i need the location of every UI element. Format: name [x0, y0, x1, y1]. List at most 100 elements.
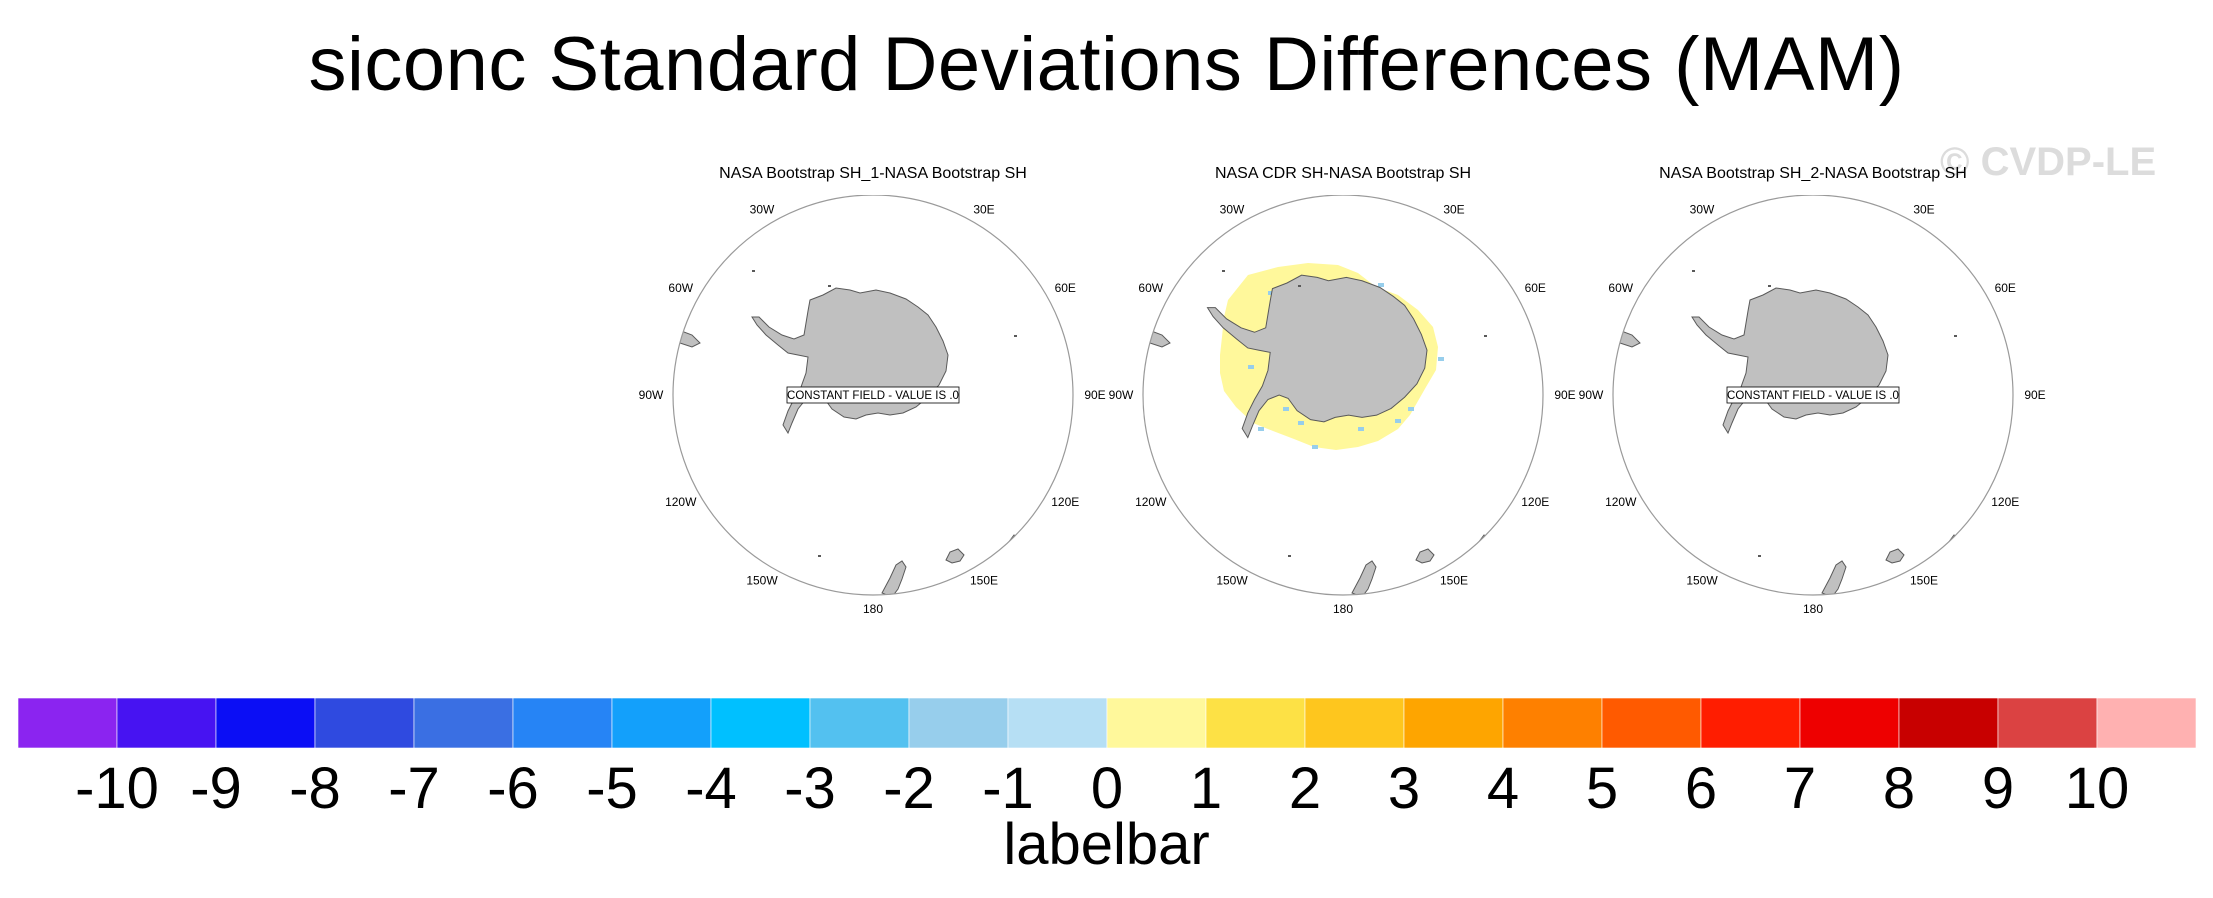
longitude-label: 180	[1803, 602, 1823, 616]
longitude-label: 150W	[1216, 573, 1248, 587]
labelbar-swatch	[413, 697, 514, 749]
chart-title: siconc Standard Deviations Differences (…	[308, 22, 1905, 107]
longitude-label: 30W	[1690, 203, 1715, 217]
constant-field-note: CONSTANT FIELD - VALUE IS .0	[787, 390, 959, 402]
longitude-label: 120E	[1521, 495, 1549, 509]
labelbar-swatch	[710, 697, 811, 749]
labelbar-tick: -9	[190, 756, 242, 820]
longitude-label: 60W	[1138, 281, 1163, 295]
longitude-label: 120E	[1051, 495, 1079, 509]
longitude-label: 120W	[1605, 495, 1637, 509]
longitude-label: 120W	[665, 495, 697, 509]
constant-field-note: CONSTANT FIELD - VALUE IS .0	[1727, 390, 1899, 402]
island	[1758, 555, 1761, 557]
labelbar-swatch	[1601, 697, 1702, 749]
labelbar-tick: 1	[1190, 756, 1222, 820]
map-boundary	[1612, 195, 2014, 596]
anomaly-cell	[1248, 365, 1254, 369]
longitude-label: 60W	[1608, 281, 1633, 295]
longitude-label: 60E	[1995, 281, 2016, 295]
island	[1014, 335, 1017, 337]
island	[828, 285, 831, 287]
longitude-label: 180	[863, 602, 883, 616]
labelbar-tick: 0	[1091, 756, 1123, 820]
longitude-label: 90W	[639, 388, 664, 402]
anomaly-cell	[1298, 421, 1304, 425]
longitude-label: 30E	[1913, 203, 1934, 217]
labelbar-tick: -1	[982, 756, 1034, 820]
constant-field-box	[1726, 386, 1900, 404]
land-mass	[1613, 309, 1641, 350]
labelbar-tick: 5	[1586, 756, 1618, 820]
labelbar-swatch	[1502, 697, 1603, 749]
labelbar-tick: -8	[289, 756, 341, 820]
labelbar: -10 -9 -8 -7 -6 -5 -4 -3 -2 -1 0 1 2 3 4 5 6 7 8 9 10	[17, 697, 2197, 820]
anomaly-cell	[1358, 427, 1364, 431]
panel-title: NASA Bootstrap SH_1-NASA Bootstrap SH	[719, 165, 1027, 182]
labelbar-tick: -2	[883, 756, 935, 820]
longitude-label: 30E	[973, 203, 994, 217]
anomaly-cell	[1283, 407, 1289, 411]
map-panel-3: NASA Bootstrap SH_2-NASA Bootstrap SH 03…	[1578, 155, 2048, 635]
longitude-label: 60E	[1055, 281, 1076, 295]
labelbar-tick: 9	[1982, 756, 2014, 820]
polar-map: 030E60E90E120E150E180150W120W90W60W30W	[1109, 195, 1576, 616]
longitude-label: 150E	[1440, 573, 1468, 587]
labelbar-tick: -6	[487, 756, 539, 820]
map-panel-2: NASA CDR SH-NASA Bootstrap SH 030E60E90E…	[1108, 155, 1578, 635]
longitude-label: 60E	[1525, 281, 1546, 295]
labelbar-tick: 3	[1388, 756, 1420, 820]
land-mass	[1885, 548, 1905, 564]
labelbar-swatch	[1106, 697, 1207, 749]
longitude-label: 90W	[1579, 388, 1604, 402]
labelbar-swatch	[116, 697, 217, 749]
anomaly-cell	[1438, 357, 1444, 361]
anomaly-cell	[1312, 445, 1318, 449]
map-panel-1: NASA Bootstrap SH_1-NASA Bootstrap SH 03…	[638, 155, 1108, 635]
longitude-label: 150E	[970, 573, 998, 587]
island	[752, 270, 755, 272]
labelbar-tick: 2	[1289, 756, 1321, 820]
island	[1288, 555, 1291, 557]
map-boundary	[1142, 195, 1544, 596]
longitude-label: 90E	[1084, 388, 1105, 402]
longitude-label: 150W	[1686, 573, 1718, 587]
island	[1692, 270, 1695, 272]
labelbar-swatch	[1898, 697, 1999, 749]
labelbar-tick: -7	[388, 756, 440, 820]
panel-title: NASA Bootstrap SH_2-NASA Bootstrap SH	[1659, 165, 1967, 182]
longitude-label: 30W	[750, 203, 775, 217]
longitude-label: 180	[1333, 602, 1353, 616]
labelbar-swatch	[809, 697, 910, 749]
anomaly-cell	[1258, 427, 1264, 431]
labelbar-tick: -4	[685, 756, 737, 820]
labelbar-tick: -5	[586, 756, 638, 820]
labelbar-tick: -3	[784, 756, 836, 820]
labelbar-swatch	[215, 697, 316, 749]
island	[818, 555, 821, 557]
longitude-label: 60W	[668, 281, 693, 295]
longitude-label: 30W	[1220, 203, 1245, 217]
labelbar-swatch	[1205, 697, 1306, 749]
labelbar-tick: 8	[1883, 756, 1915, 820]
anomaly-cell	[1378, 283, 1384, 287]
land-mass	[945, 548, 965, 564]
labelbar-swatch	[908, 697, 1009, 749]
longitude-label: 150W	[746, 573, 778, 587]
longitude-label: 30E	[1443, 203, 1464, 217]
labelbar-swatch	[314, 697, 415, 749]
longitude-label: 120E	[1991, 495, 2019, 509]
labelbar-swatch	[1799, 697, 1900, 749]
labelbar-swatch	[1304, 697, 1405, 749]
longitude-label: 150E	[1910, 573, 1938, 587]
island	[1954, 335, 1957, 337]
anomaly-cell	[1395, 419, 1401, 423]
island	[1298, 285, 1301, 287]
labelbar-tick: -10	[75, 756, 159, 820]
labelbar-swatch	[611, 697, 712, 749]
polar-map: 030E60E90E120E150E180150W120W90W60W30WCO…	[639, 195, 1106, 616]
labelbar-swatch	[1700, 697, 1801, 749]
island	[1222, 270, 1225, 272]
longitude-label: 120W	[1135, 495, 1167, 509]
land-mass	[673, 309, 701, 350]
